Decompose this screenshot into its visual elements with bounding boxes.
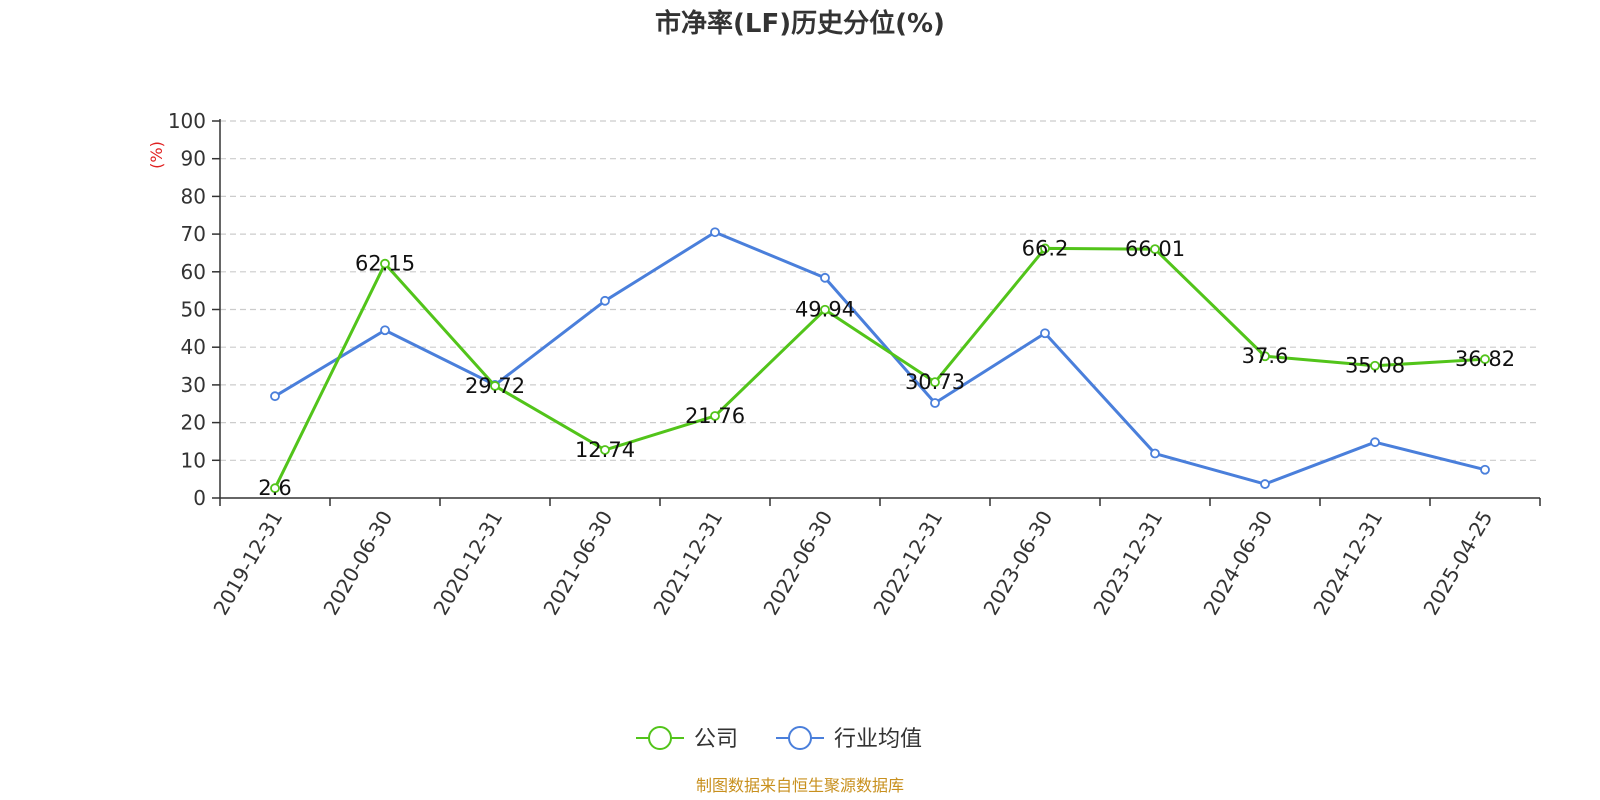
grid [220,120,1540,461]
x-tick-label: 2020-06-30 [318,507,397,620]
data-point [1040,243,1050,254]
data-point [1370,437,1380,448]
legend-marker [648,726,672,750]
data-point [380,325,390,336]
data-point [1260,351,1270,362]
data-label: 36.82 [1455,347,1515,371]
series-company [270,243,1490,494]
data-point [820,304,830,315]
data-label: 66.2 [1022,236,1069,260]
x-tick-label: 2021-06-30 [538,507,617,620]
legend-marker [788,726,812,750]
legend-label: 行业均值 [834,727,922,752]
series-line [274,230,1486,486]
data-label: 2.6 [258,476,291,500]
data-point [1150,244,1160,255]
data-label: 66.01 [1125,237,1185,261]
data-point [600,445,610,455]
legend-label: 公司 [694,727,738,752]
data-point [270,483,280,494]
data-label: 62.15 [355,252,415,276]
y-tick-label: 60 [181,260,206,284]
data-label: 37.6 [1242,344,1289,368]
data-labels: 2.6 62.15 29.72 12.74 21.76 49.94 30.73 66.2 66.… [258,236,1515,500]
data-label: 49.94 [795,298,855,322]
y-tick-label: 80 [181,184,206,208]
x-tick-label: 2021-12-31 [648,507,727,620]
data-point [380,258,390,269]
data-point [820,272,830,283]
y-tick-label: 70 [181,222,206,246]
y-axis-unit-label: (%) [147,141,166,169]
data-point [270,391,280,402]
chart-title: 市净率(LF)历史分位(%) [655,8,945,39]
y-tick-label: 10 [181,448,206,472]
x-tick-label: 2023-06-30 [978,507,1057,620]
data-point [710,227,720,238]
data-label: 29.72 [465,374,525,398]
data-point [710,411,720,421]
series-line [273,246,1486,489]
x-tick-label: 2025-04-25 [1418,507,1497,620]
y-tick-label: 20 [181,411,206,435]
x-tick-label: 2020-12-31 [428,507,507,620]
data-point [930,377,940,388]
data-label: 21.76 [685,404,745,428]
y-tick-label: 90 [181,147,206,171]
x-tick-label: 2022-06-30 [758,507,837,620]
y-tick-label: 100 [168,109,206,133]
data-point [1260,479,1270,489]
data-point [1480,464,1490,475]
data-point [1480,354,1490,365]
y-tick-label: 50 [181,298,206,322]
legend-item: 公司 [636,726,738,752]
series-layer [270,227,1490,494]
y-tick-label: 0 [193,486,206,510]
x-tick-label: 2019-12-31 [208,507,287,620]
data-label: 12.74 [575,438,635,462]
x-tick-label: 2023-12-31 [1088,507,1167,620]
data-label: 35.08 [1345,354,1405,378]
data-point [1150,448,1160,459]
x-tick-label: 2024-06-30 [1198,507,1277,620]
data-point [1370,360,1380,371]
axes: 0 10 20 30 40 50 60 70 80 90 100 2019-12-31 2020-06-… [168,109,1541,620]
x-tick-label: 2022-12-31 [868,507,947,620]
series-industry-average [270,227,1490,489]
data-point [600,295,610,306]
data-point [1040,328,1050,339]
legend: 公司 行业均值 [636,726,922,752]
y-tick-label: 40 [181,335,206,359]
legend-item: 行业均值 [776,726,922,752]
x-tick-label: 2024-12-31 [1308,507,1387,620]
data-label: 30.73 [905,370,965,394]
data-point [930,398,940,408]
data-source-note: 制图数据来自恒生聚源数据库 [696,776,904,795]
data-point [490,381,500,391]
y-tick-label: 30 [181,373,206,397]
